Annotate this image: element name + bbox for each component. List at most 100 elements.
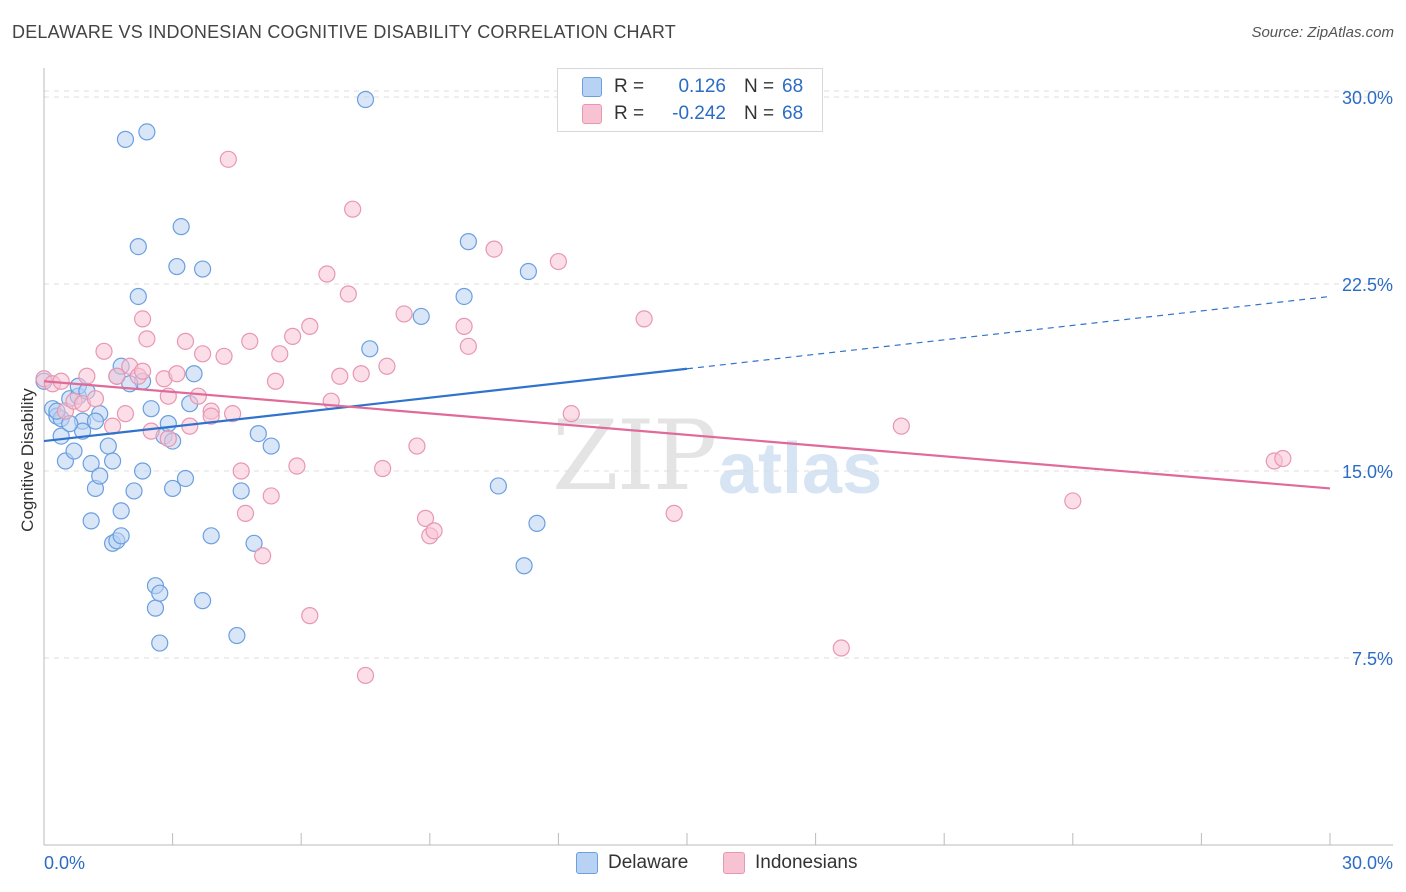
- y-tick-label: 30.0%: [1342, 88, 1393, 108]
- legend-item-delaware[interactable]: Delaware: [576, 852, 688, 874]
- x-tick-label-min: 0.0%: [44, 853, 85, 873]
- n-value: 68: [782, 76, 804, 97]
- delaware-point: [112, 502, 130, 520]
- delaware-point: [455, 287, 473, 306]
- delaware-point: [129, 238, 147, 256]
- delaware-point: [86, 412, 105, 430]
- y-tick-label: 7.5%: [1352, 649, 1393, 669]
- indonesians-swatch: [723, 852, 745, 874]
- legend-label-delaware: Delaware: [608, 852, 689, 873]
- indonesians-point: [78, 367, 96, 385]
- indonesians-point: [356, 666, 375, 685]
- indonesians-point: [232, 462, 250, 480]
- delaware-point: [82, 512, 100, 530]
- delaware-point: [194, 260, 212, 278]
- indonesians-point: [236, 504, 255, 522]
- indonesians-point: [301, 607, 319, 625]
- indonesians-point: [416, 509, 435, 527]
- x-tick-label-max: 30.0%: [1342, 853, 1393, 873]
- indonesians-point: [142, 422, 160, 440]
- indonesians-point: [133, 362, 152, 380]
- indonesians-point: [271, 345, 289, 363]
- delaware-point: [133, 462, 152, 480]
- delaware-point: [112, 527, 130, 545]
- indonesians-point: [202, 407, 220, 425]
- delaware-point: [262, 437, 280, 455]
- indonesians-point: [284, 327, 302, 345]
- r-value: 0.126: [678, 76, 726, 97]
- indonesians-point: [301, 317, 319, 335]
- indonesians-point: [159, 429, 177, 448]
- delaware-point: [159, 415, 177, 433]
- indonesians-point: [425, 522, 443, 540]
- indonesians-point: [395, 305, 413, 323]
- delaware-point: [202, 527, 220, 545]
- data-points: [35, 90, 1292, 685]
- indonesians-point: [262, 487, 280, 505]
- indonesians-point: [635, 310, 653, 328]
- indonesians-point: [459, 337, 477, 355]
- n-value: 68: [782, 103, 804, 124]
- delaware-point: [361, 340, 379, 358]
- indonesians-point: [331, 367, 349, 385]
- y-tick-label: 22.5%: [1342, 275, 1393, 295]
- indonesians-point: [1064, 492, 1082, 510]
- delaware-point: [103, 452, 122, 470]
- delaware-point: [138, 123, 156, 141]
- delaware-point: [82, 454, 100, 473]
- delaware-point: [228, 626, 246, 645]
- r-value: -0.242: [672, 103, 726, 124]
- indonesians-point: [224, 405, 242, 423]
- indonesians-point: [215, 347, 233, 365]
- delaware-point: [185, 365, 203, 383]
- r-label: R =: [614, 76, 645, 97]
- legend-row-delaware: R = 0.126 N = 68: [582, 74, 803, 100]
- delaware-point: [65, 442, 83, 460]
- trend-lines: [43, 295, 1331, 490]
- indonesians-point: [562, 405, 580, 423]
- watermark-atlas: atlas: [718, 429, 883, 509]
- indonesians-point: [665, 504, 683, 522]
- indonesians-point: [892, 417, 910, 435]
- indonesians-point: [189, 387, 207, 405]
- chart-title: DELAWARE VS INDONESIAN COGNITIVE DISABIL…: [12, 22, 676, 42]
- delaware-point: [168, 257, 186, 276]
- indonesians-point: [241, 332, 259, 350]
- delaware-point: [232, 482, 250, 500]
- indonesians-trend-line: [43, 380, 1331, 490]
- source-credit: Source: ZipAtlas.com: [1251, 24, 1394, 41]
- indonesians-point: [95, 342, 113, 360]
- indonesians-point: [549, 252, 568, 271]
- delaware-point: [164, 479, 182, 498]
- indonesians-point: [288, 457, 306, 475]
- delaware-swatch: [582, 77, 602, 97]
- delaware-point: [459, 233, 477, 251]
- delaware-point: [116, 130, 135, 148]
- n-label: N =: [744, 103, 775, 124]
- indonesians-point: [374, 459, 392, 478]
- delaware-point: [515, 557, 533, 575]
- indonesians-point: [176, 332, 195, 350]
- indonesians-point: [108, 367, 126, 385]
- watermark-zip: ZIP: [552, 400, 717, 512]
- indonesians-point: [116, 405, 135, 423]
- delaware-point: [91, 467, 109, 485]
- delaware-point: [142, 400, 160, 418]
- delaware-swatch: [576, 852, 598, 874]
- indonesians-point: [138, 330, 156, 348]
- delaware-point: [146, 599, 165, 617]
- delaware-point: [356, 90, 375, 109]
- indonesians-point: [832, 639, 850, 657]
- stats-legend: R = 0.126 N = 68 R = -0.242 N = 68: [557, 68, 823, 132]
- indonesians-point: [339, 285, 357, 303]
- r-label: R =: [614, 103, 645, 124]
- legend-item-indonesians[interactable]: Indonesians: [723, 852, 857, 874]
- indonesians-point: [344, 200, 362, 218]
- series-legend: Delaware Indonesians: [0, 852, 1406, 878]
- delaware-point: [151, 584, 169, 602]
- delaware-point: [528, 514, 546, 532]
- delaware-trend-extension: [686, 295, 1331, 370]
- delaware-point: [151, 634, 169, 652]
- indonesians-point: [168, 365, 186, 383]
